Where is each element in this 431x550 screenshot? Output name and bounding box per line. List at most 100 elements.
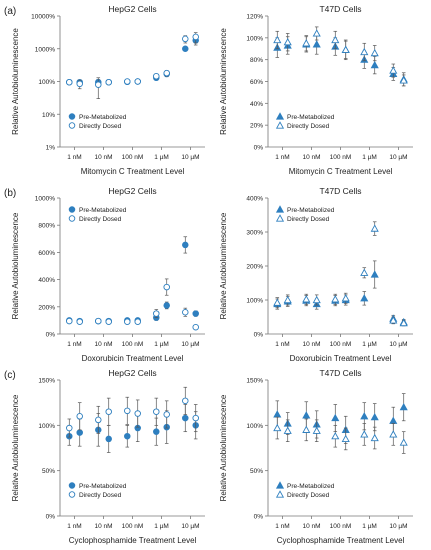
data-point <box>312 40 321 48</box>
data-point <box>95 416 102 424</box>
data-point <box>153 428 160 435</box>
data-point <box>399 318 408 327</box>
y-tick-label: 10% <box>42 112 55 119</box>
data-point <box>76 80 83 88</box>
series-directly-dosed <box>273 221 408 327</box>
legend-label: Pre-Metabolized <box>287 114 335 121</box>
legend-label: Pre-Metabolized <box>79 207 127 214</box>
x-tick-label: 10 µM <box>389 154 407 161</box>
data-point <box>331 413 340 422</box>
data-point <box>273 410 282 418</box>
data-point <box>389 316 398 324</box>
x-tick-label: 100 nM <box>122 341 144 348</box>
y-tick-label: 0% <box>46 514 56 521</box>
panel-label-c: (c) <box>4 370 16 381</box>
series-pre-metabolized <box>66 404 199 453</box>
data-point <box>192 414 199 422</box>
data-point <box>360 294 369 302</box>
data-point <box>163 411 170 418</box>
data-point <box>153 72 160 80</box>
chart-title: T47D Cells <box>319 4 361 14</box>
x-tick-label: 1 µM <box>154 154 169 161</box>
y-tick-label: 40% <box>250 101 263 108</box>
data-point <box>95 81 102 88</box>
data-point <box>360 412 369 420</box>
y-tick-label: 300% <box>246 230 263 237</box>
legend-label: Pre-Metabolized <box>79 483 127 490</box>
series-pre-metabolized <box>273 260 408 326</box>
data-point <box>76 429 83 436</box>
data-point <box>192 323 199 331</box>
y-tick-label: 150% <box>38 378 55 385</box>
data-point <box>153 408 160 415</box>
data-point <box>182 241 189 249</box>
chart-6: 0% 50% 100% 150% 1 nM 10 nM 100 nM 1 µM 10 µM T47… <box>219 368 413 545</box>
chart-4: 0% 100% 200% 300% 400% 1 nM 10 nM 100 nM 1 µM 10 … <box>219 186 413 363</box>
data-point <box>331 35 340 44</box>
y-tick-label: 0% <box>254 145 264 152</box>
chart-title: HepG2 Cells <box>108 186 156 196</box>
x-tick-label: 10 nM <box>94 523 112 530</box>
series-directly-dosed <box>66 278 199 331</box>
chart-2: 0% 20% 40% 60% 80% 100% 120% 1 nM 10 nM 100 nM 1 µ… <box>219 4 413 176</box>
x-tick-label: 100 nM <box>122 523 144 530</box>
data-point <box>124 407 131 415</box>
data-point <box>302 425 311 433</box>
y-axis-label: Relative Autobioluminescence <box>11 212 20 319</box>
data-point <box>312 29 321 37</box>
legend-marker <box>275 121 285 129</box>
y-axis-label: Relative Autobioluminescence <box>219 394 228 501</box>
data-point <box>389 430 398 438</box>
y-tick-label: 0% <box>254 514 264 521</box>
legend-label: Directly Dosed <box>287 123 330 130</box>
x-tick-label: 1 µM <box>154 523 169 530</box>
data-point <box>370 48 379 57</box>
data-point <box>302 411 311 419</box>
x-tick-label: 1 nM <box>67 523 81 530</box>
chart-5: 0% 50% 100% 150% 1 nM 10 nM 100 nM 1 µM 10 µM Hep… <box>11 368 205 545</box>
data-point <box>153 310 160 317</box>
legend-label: Directly Dosed <box>79 492 122 499</box>
data-point <box>302 39 311 47</box>
series-directly-dosed <box>273 26 408 87</box>
series-pre-metabolized <box>66 236 199 325</box>
x-axis-label: Doxorubicin Treatment Level <box>290 354 392 363</box>
x-axis-label: Mitomycin C Treatment Level <box>81 167 185 176</box>
legend-label: Pre-Metabolized <box>287 207 335 214</box>
y-tick-label: 600% <box>38 250 55 257</box>
data-point <box>76 318 83 326</box>
legend-label: Directly Dosed <box>79 216 122 223</box>
y-tick-label: 0% <box>254 332 264 339</box>
data-point <box>182 397 189 405</box>
series-pre-metabolized <box>273 34 408 87</box>
legend: Pre-Metabolized Directly Dosed <box>68 482 127 499</box>
data-point <box>163 302 170 309</box>
series-pre-metabolized <box>66 36 199 86</box>
x-tick-label: 10 nM <box>302 154 320 161</box>
data-point <box>163 69 170 77</box>
legend-marker <box>275 490 285 498</box>
legend-marker <box>275 214 285 222</box>
charts-group: 1% 10% 100% 1000% 10000% 1 nM 10 nM 100 nM 1 µM 1… <box>11 4 413 545</box>
x-tick-label: 100 nM <box>122 154 144 161</box>
y-tick-label: 200% <box>38 304 55 311</box>
series-pre-metabolized <box>273 393 408 444</box>
data-point <box>182 308 189 316</box>
x-tick-label: 10 µM <box>181 341 199 348</box>
data-point <box>312 295 321 304</box>
chart-title: HepG2 Cells <box>108 368 156 378</box>
x-tick-label: 1 µM <box>362 341 377 348</box>
y-tick-label: 400% <box>38 277 55 284</box>
y-tick-label: 1000% <box>35 46 55 53</box>
y-tick-label: 120% <box>246 14 263 21</box>
data-point <box>370 412 379 421</box>
data-point <box>66 317 73 325</box>
data-point <box>134 318 141 326</box>
x-tick-label: 1 nM <box>275 154 289 161</box>
legend-label: Directly Dosed <box>287 216 330 223</box>
y-tick-label: 1000% <box>35 196 55 203</box>
data-point <box>273 423 282 432</box>
legend-marker <box>68 113 76 120</box>
data-point <box>341 434 350 443</box>
x-tick-label: 10 µM <box>389 523 407 530</box>
